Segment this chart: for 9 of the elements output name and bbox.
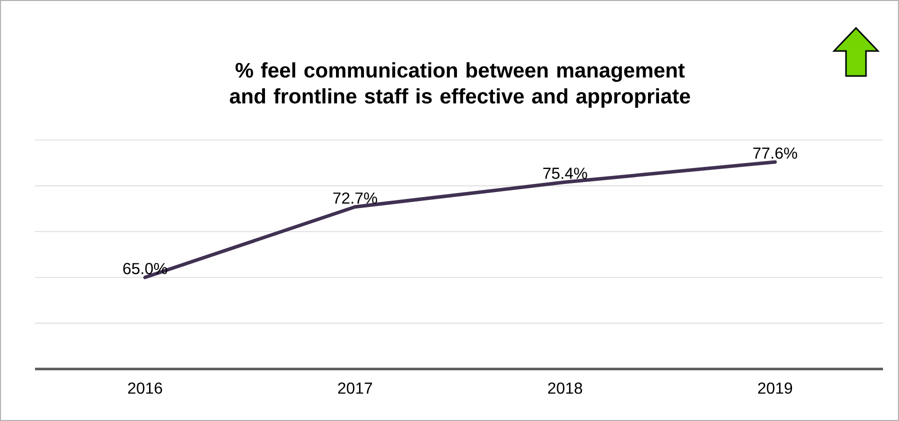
x-tick-label: 2019 xyxy=(758,382,792,394)
x-tick-label: 2016 xyxy=(128,382,162,394)
data-label: 77.6% xyxy=(753,148,798,159)
data-label: 72.7% xyxy=(333,192,378,204)
x-tick-label: 2018 xyxy=(548,382,582,394)
x-tick-label: 2017 xyxy=(338,382,372,394)
data-label: 65.0% xyxy=(123,262,168,274)
data-label: 75.4% xyxy=(543,168,588,179)
chart-title: % feel communication between management and frontline staff is effective and appropriate xyxy=(230,62,690,108)
